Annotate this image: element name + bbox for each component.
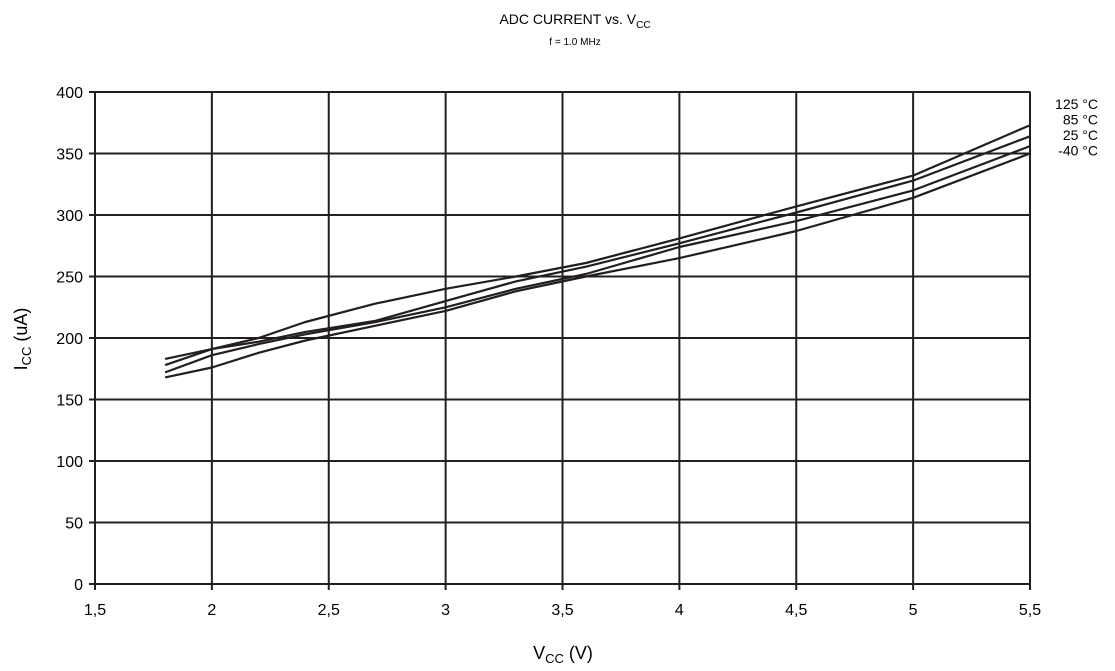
series-line — [164, 135, 1031, 367]
x-tick-label: 1,5 — [84, 602, 106, 619]
chart-title: ADC CURRENT vs. VCC — [499, 11, 650, 31]
x-tick-label: 2 — [207, 602, 216, 619]
y-tick-label: 50 — [65, 516, 83, 533]
y-axis-label: ICC (uA) — [11, 308, 34, 371]
legend: 125 °C85 °C25 °C-40 °C — [1055, 96, 1098, 159]
x-tick-label: 2,5 — [318, 602, 340, 619]
x-tick-label: 4,5 — [785, 602, 807, 619]
y-tick-label: 100 — [56, 454, 83, 471]
y-tick-label: 300 — [56, 208, 83, 225]
series-line — [164, 152, 1031, 379]
x-tick-label: 3,5 — [551, 602, 573, 619]
y-tick-label: 400 — [56, 85, 83, 102]
y-tick-label: 200 — [56, 331, 83, 348]
tick-labels: 1,5 2 2,5 3 3,5 4 4,5 5 5,5 0 50 100 150 200 250 300 350… — [56, 85, 1041, 619]
series-lines — [164, 124, 1031, 379]
x-tick-label: 4 — [675, 602, 684, 619]
x-tick-label: 3 — [441, 602, 450, 619]
x-tick-label: 5 — [909, 602, 918, 619]
plot-frame — [94, 91, 1031, 585]
x-axis-label: VCC (V) — [533, 643, 593, 666]
y-tick-label: 250 — [56, 270, 83, 287]
series-line — [164, 145, 1031, 374]
series-line — [164, 124, 1031, 360]
y-tick-label: 350 — [56, 147, 83, 164]
x-tick-label: 5,5 — [1019, 602, 1041, 619]
grid-lines — [89, 91, 1031, 590]
legend-entry: -40 °C — [1058, 143, 1098, 159]
legend-entry: 125 °C — [1055, 96, 1098, 112]
y-tick-label: 0 — [74, 577, 83, 594]
chart-subtitle: f = 1.0 MHz — [549, 37, 600, 48]
y-tick-label: 150 — [56, 393, 83, 410]
legend-entry: 25 °C — [1063, 127, 1098, 143]
legend-entry: 85 °C — [1063, 112, 1098, 128]
